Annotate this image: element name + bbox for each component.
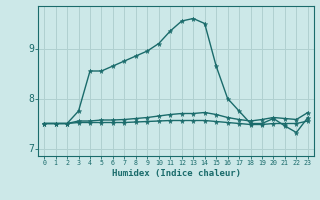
X-axis label: Humidex (Indice chaleur): Humidex (Indice chaleur) bbox=[111, 169, 241, 178]
